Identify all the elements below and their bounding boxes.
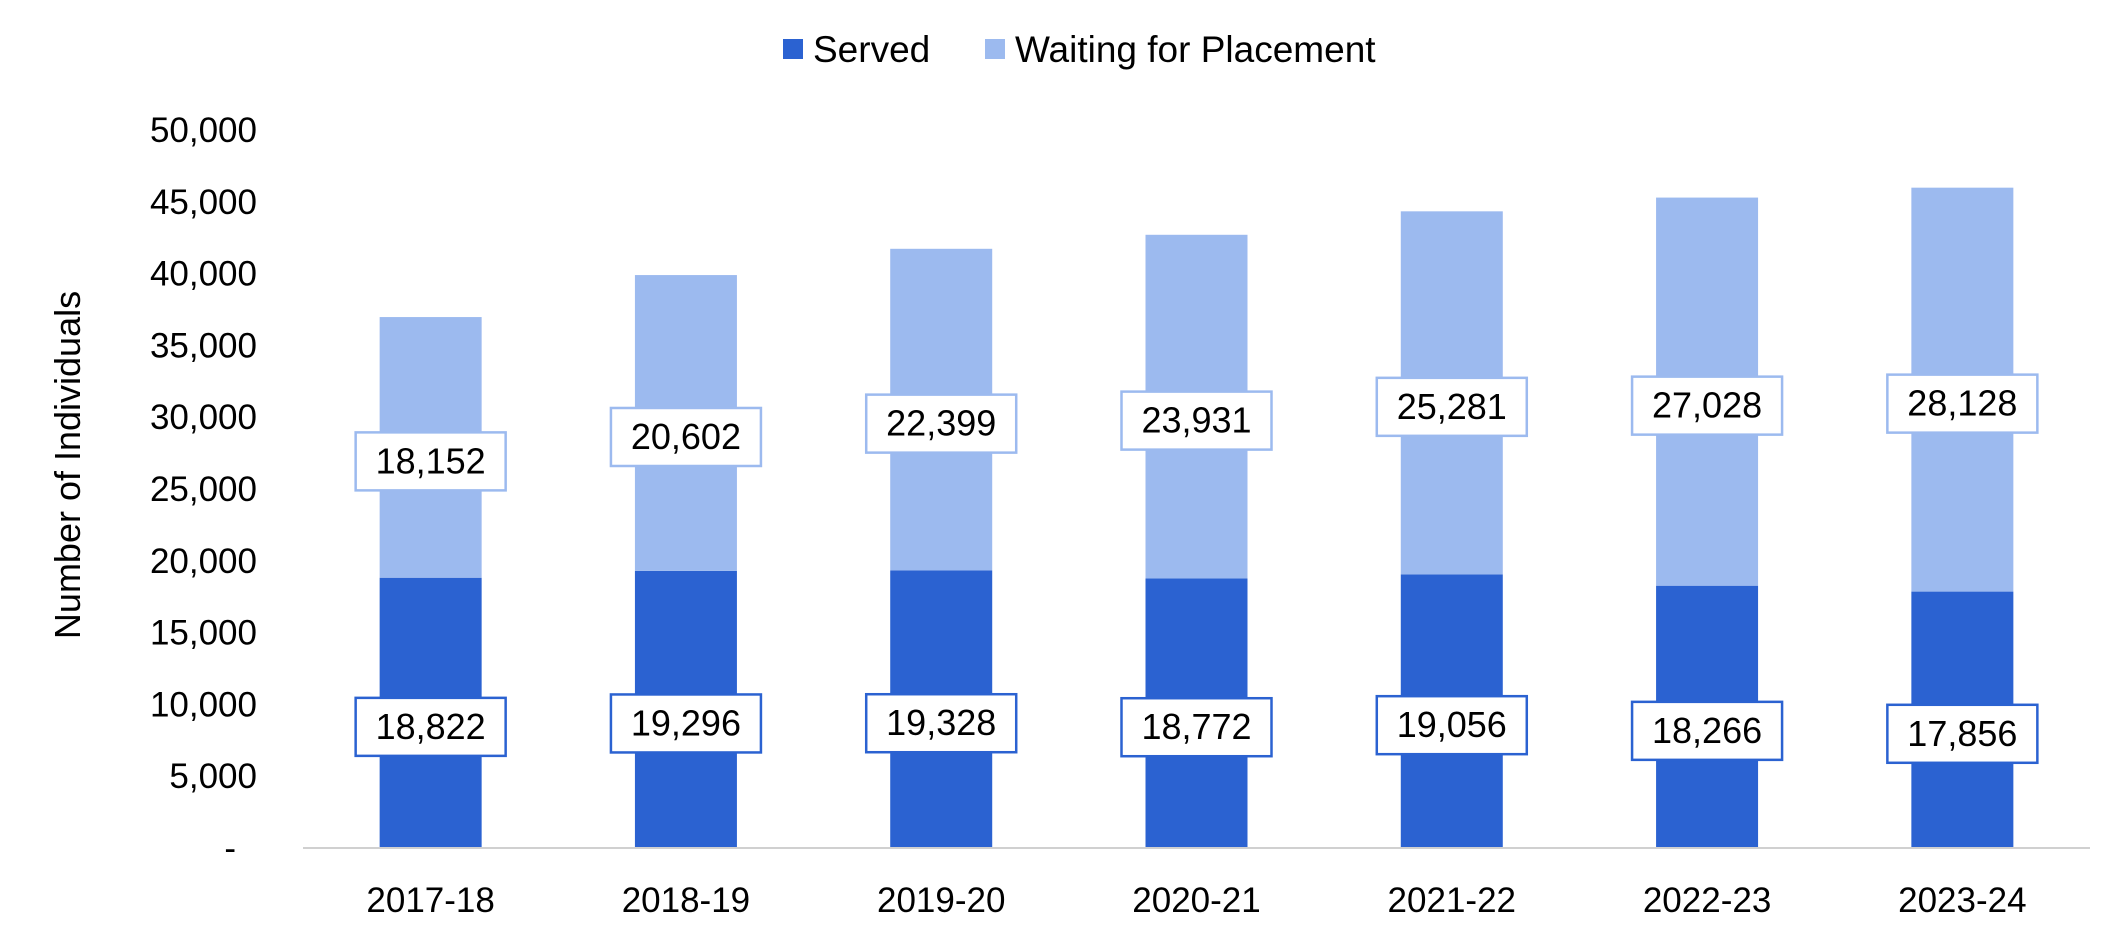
data-label-box <box>1120 390 1273 451</box>
data-label-text: 18,266 <box>1652 710 1762 751</box>
legend: Served Waiting for Placement <box>783 29 1376 70</box>
y-tick-label: 25,000 <box>150 470 257 509</box>
data-label-text: 25,281 <box>1397 386 1507 427</box>
data-label-served: 19,328 <box>864 692 1018 754</box>
y-tick-label: 45,000 <box>150 183 257 222</box>
data-label-waiting: 18,152 <box>354 431 507 492</box>
x-tick-label: 2023-24 <box>1898 881 2026 920</box>
data-label-box <box>1375 376 1529 438</box>
y-tick-label: 20,000 <box>150 542 257 581</box>
x-tick-label: 2019-20 <box>877 881 1005 920</box>
x-tick-label: 2020-21 <box>1132 881 1260 920</box>
data-label-text: 19,056 <box>1397 704 1507 745</box>
y-tick-label: 10,000 <box>150 685 257 724</box>
data-label-box <box>1375 694 1529 756</box>
legend-swatch-waiting <box>985 39 1005 59</box>
data-label-waiting: 22,399 <box>864 393 1018 454</box>
legend-swatch-served <box>783 39 803 59</box>
x-tick-label: 2017-18 <box>366 881 494 920</box>
data-labels: 18,822 18,152 19,296 20,602 19,328 22,399 18,7… <box>354 373 2039 765</box>
y-tick-label: 30,000 <box>150 398 257 437</box>
data-label-text: 28,128 <box>1907 383 2017 424</box>
data-label-text: 22,399 <box>886 403 996 444</box>
y-axis-ticks: - 5,000 10,000 15,000 20,000 25,000 30,000 35,0… <box>150 111 257 868</box>
data-label-waiting: 23,931 <box>1120 390 1273 451</box>
y-tick-label: 50,000 <box>150 111 257 150</box>
data-label-box <box>1630 700 1784 762</box>
data-label-box <box>354 431 507 492</box>
y-tick-label: 40,000 <box>150 255 257 294</box>
data-label-text: 19,328 <box>886 702 996 743</box>
y-tick-label: 15,000 <box>150 614 257 653</box>
data-label-text: 19,296 <box>631 702 741 743</box>
x-tick-label: 2022-23 <box>1643 881 1771 920</box>
data-label-box <box>609 693 763 754</box>
y-tick-label: - <box>224 829 236 868</box>
data-label-box <box>1886 703 2039 765</box>
data-label-text: 18,822 <box>376 706 486 747</box>
data-label-box <box>354 696 507 758</box>
legend-label-served: Served <box>813 29 930 70</box>
data-label-waiting: 25,281 <box>1375 376 1529 438</box>
data-label-waiting: 27,028 <box>1630 375 1784 436</box>
data-label-box <box>864 692 1018 754</box>
data-label-text: 20,602 <box>631 416 741 457</box>
data-label-box <box>1120 696 1273 758</box>
data-label-served: 18,822 <box>354 696 507 758</box>
data-label-box <box>609 406 763 468</box>
data-label-text: 18,152 <box>376 440 486 481</box>
y-tick-label: 35,000 <box>150 326 257 365</box>
data-label-text: 18,772 <box>1141 706 1251 747</box>
data-label-box <box>1886 373 2039 434</box>
legend-label-waiting: Waiting for Placement <box>1015 29 1376 70</box>
data-label-text: 17,856 <box>1907 713 2017 754</box>
data-label-text: 27,028 <box>1652 385 1762 426</box>
x-tick-label: 2018-19 <box>622 881 750 920</box>
x-axis-ticks: 2017-18 2018-19 2019-20 2020-21 2021-22 2022-… <box>366 881 2026 920</box>
y-tick-label: 5,000 <box>169 757 257 796</box>
data-label-waiting: 20,602 <box>609 406 763 468</box>
data-label-waiting: 28,128 <box>1886 373 2039 434</box>
data-label-served: 19,296 <box>609 693 763 754</box>
y-axis-title: Number of Individuals <box>47 291 88 639</box>
data-label-text: 23,931 <box>1141 400 1251 441</box>
data-label-served: 17,856 <box>1886 703 2039 765</box>
data-label-box <box>1630 375 1784 436</box>
x-tick-label: 2021-22 <box>1388 881 1516 920</box>
data-label-box <box>864 393 1018 454</box>
data-label-served: 18,772 <box>1120 696 1273 758</box>
data-label-served: 19,056 <box>1375 694 1529 756</box>
data-label-served: 18,266 <box>1630 700 1784 762</box>
